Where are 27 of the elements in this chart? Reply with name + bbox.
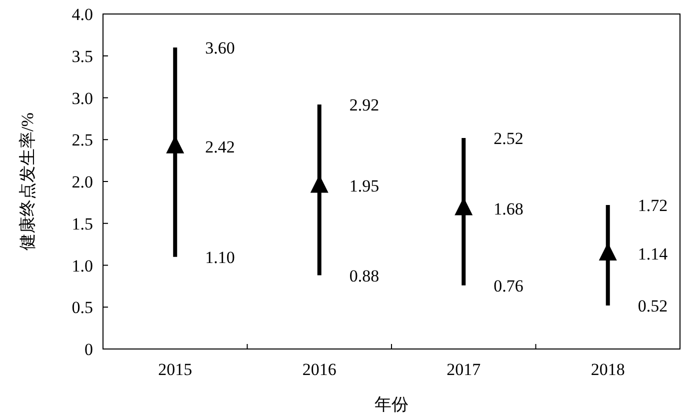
y-tick-label: 0	[84, 340, 93, 359]
annotation: 3.60	[205, 38, 235, 58]
annotation: 1.72	[638, 196, 668, 215]
y-tick-label: 2.5	[72, 130, 93, 150]
y-axis-title: 健康终点发生率/%	[18, 112, 37, 250]
x-tick-label: 2018	[590, 360, 625, 379]
annotation: 1.10	[205, 248, 235, 267]
x-tick-label: 2016	[302, 360, 336, 379]
y-tick-label: 3.0	[72, 88, 93, 108]
annotation: 0.52	[638, 296, 668, 316]
x-axis-title: 年份	[374, 395, 408, 414]
x-tick-label: 2017	[446, 360, 482, 379]
annotation: 2.92	[349, 95, 380, 114]
annotation: 0.76	[494, 276, 524, 296]
data-label: 1.95	[349, 176, 380, 196]
y-tick-label: 0.5	[72, 298, 93, 318]
data-label: 1.14	[638, 244, 668, 264]
annotation: 0.88	[349, 266, 380, 286]
data-label: 2.42	[205, 137, 235, 156]
annotation: 2.52	[494, 128, 524, 148]
x-tick-label: 2015	[158, 360, 192, 379]
y-tick-label: 2.0	[72, 172, 93, 192]
data-label: 1.68	[494, 199, 524, 218]
y-tick-label: 1.0	[72, 256, 93, 276]
y-tick-label: 4.0	[72, 5, 93, 24]
y-tick-label: 3.5	[72, 46, 93, 66]
y-tick-label: 1.5	[72, 214, 93, 234]
